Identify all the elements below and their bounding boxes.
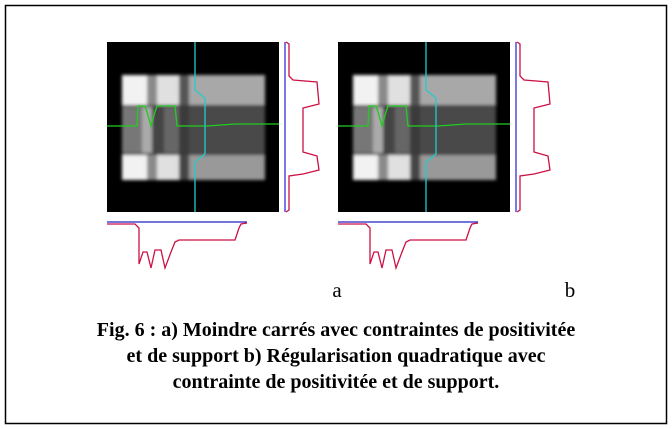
caption-line: et de support b) Régularisation quadrati… (127, 345, 546, 367)
panel-label: b (565, 278, 576, 302)
caption-line: Fig. 6 : a) Moindre carrés avec contrain… (97, 319, 576, 341)
caption-line: contrainte de positivitée et de support. (173, 371, 500, 393)
panel-label: a (332, 278, 342, 302)
